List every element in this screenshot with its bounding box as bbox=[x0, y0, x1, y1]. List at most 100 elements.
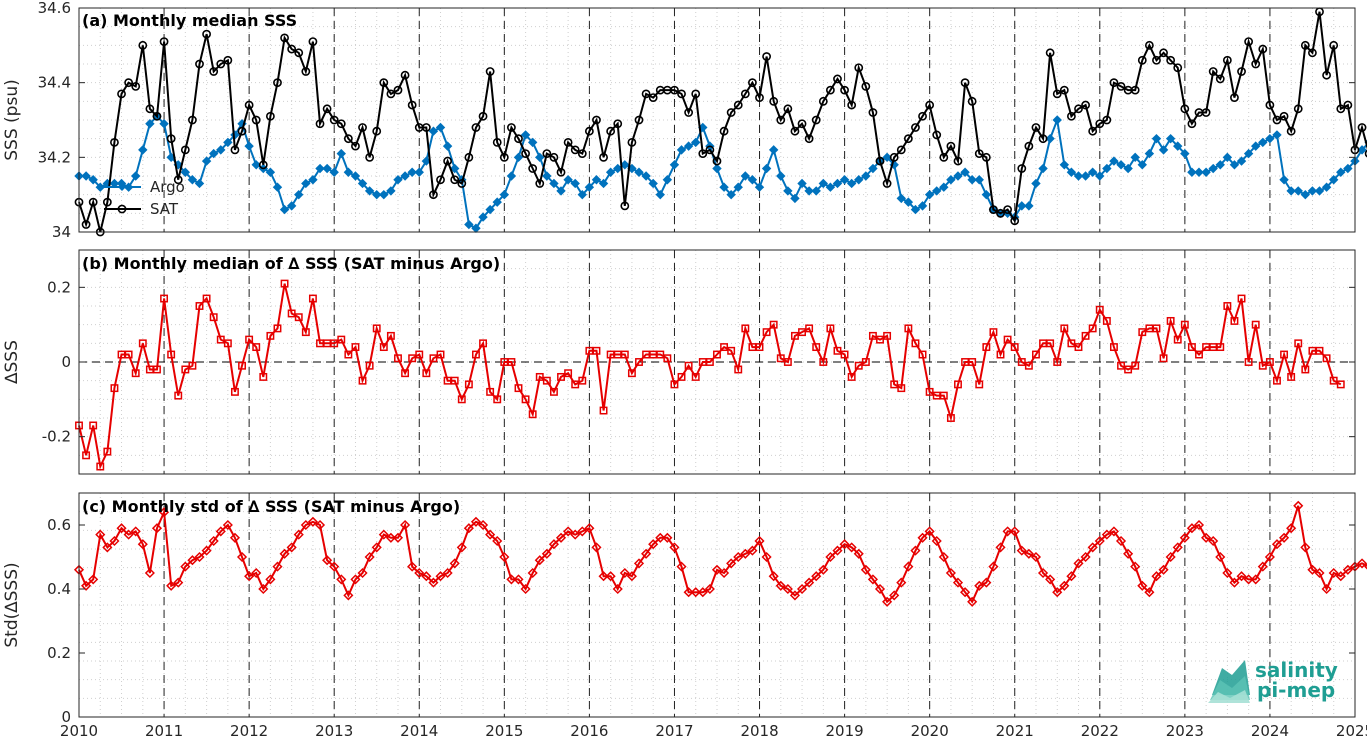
data-point bbox=[1053, 358, 1062, 366]
data-point bbox=[577, 189, 587, 200]
data-point bbox=[740, 548, 751, 559]
data-point bbox=[1216, 343, 1225, 352]
data-point bbox=[733, 551, 744, 563]
data-point bbox=[839, 539, 850, 550]
data-point bbox=[308, 175, 318, 185]
data-point bbox=[648, 539, 659, 550]
data-point bbox=[727, 346, 736, 355]
data-point bbox=[293, 529, 304, 540]
data-point bbox=[818, 96, 828, 106]
data-point bbox=[542, 376, 551, 385]
data-point bbox=[711, 564, 723, 575]
data-point bbox=[860, 564, 871, 575]
data-point bbox=[988, 561, 999, 572]
data-point bbox=[301, 178, 311, 189]
data-point bbox=[662, 532, 673, 543]
y-tick-label: 0.2 bbox=[47, 644, 71, 662]
data-point bbox=[1144, 587, 1155, 598]
data-point bbox=[584, 182, 595, 192]
x-tick-label: 2018 bbox=[740, 722, 778, 740]
panel-c-y-ticks: 0 0.2 0.4 0.6 bbox=[47, 516, 1355, 726]
data-point bbox=[1243, 148, 1254, 159]
data-point bbox=[1208, 535, 1219, 547]
data-point bbox=[995, 542, 1006, 553]
data-point bbox=[1180, 148, 1190, 159]
data-point bbox=[1144, 148, 1155, 159]
data-point bbox=[1321, 182, 1332, 192]
data-point bbox=[188, 361, 197, 370]
data-point bbox=[294, 189, 304, 200]
data-point bbox=[429, 190, 438, 200]
data-point bbox=[804, 134, 814, 144]
data-point bbox=[1031, 123, 1041, 132]
data-point bbox=[1222, 567, 1233, 579]
data-point bbox=[1342, 564, 1353, 575]
data-point bbox=[123, 529, 134, 540]
data-point bbox=[1237, 67, 1246, 76]
data-point bbox=[620, 350, 629, 359]
data-point bbox=[783, 186, 793, 196]
data-point bbox=[521, 395, 530, 404]
data-point bbox=[655, 532, 666, 543]
data-point bbox=[598, 571, 609, 582]
data-point bbox=[1116, 82, 1126, 91]
data-point bbox=[1222, 152, 1233, 163]
data-point bbox=[151, 523, 163, 534]
data-point bbox=[308, 37, 318, 46]
data-point bbox=[88, 175, 98, 185]
data-point bbox=[570, 145, 580, 155]
data-point bbox=[81, 171, 91, 181]
data-point bbox=[152, 111, 162, 121]
data-point bbox=[1215, 74, 1225, 84]
data-point bbox=[690, 587, 701, 598]
data-point bbox=[896, 577, 907, 588]
data-point bbox=[470, 516, 482, 527]
data-point bbox=[386, 89, 396, 99]
data-point bbox=[89, 421, 98, 430]
data-point bbox=[1095, 305, 1104, 314]
data-point bbox=[605, 167, 616, 177]
panel-a-series bbox=[74, 7, 1367, 237]
data-point bbox=[1165, 133, 1176, 144]
data-point bbox=[442, 141, 453, 151]
data-point bbox=[166, 134, 176, 144]
data-point bbox=[279, 548, 290, 559]
data-point bbox=[464, 152, 474, 162]
data-point bbox=[364, 551, 375, 563]
data-point bbox=[606, 126, 616, 136]
data-point bbox=[1067, 111, 1076, 121]
data-point bbox=[945, 567, 956, 579]
y-tick-label: 34 bbox=[52, 223, 71, 241]
data-point bbox=[301, 328, 310, 337]
data-point bbox=[1088, 324, 1097, 333]
data-point bbox=[1229, 577, 1240, 588]
data-point bbox=[379, 343, 388, 352]
data-point bbox=[974, 175, 984, 185]
data-point bbox=[392, 532, 404, 543]
data-point bbox=[911, 339, 920, 348]
data-point bbox=[174, 391, 183, 400]
data-point bbox=[188, 115, 197, 125]
data-point bbox=[1088, 126, 1098, 136]
data-point bbox=[131, 171, 141, 181]
data-point bbox=[663, 354, 672, 363]
data-point bbox=[776, 171, 786, 181]
panel-c-x-ticks: 2010 2011 2012 2013 2014 2015 2016 2017 2018 2019… bbox=[60, 722, 1367, 740]
data-point bbox=[1151, 571, 1162, 582]
panel-c-series bbox=[73, 500, 1367, 607]
data-point bbox=[952, 577, 964, 588]
data-point bbox=[747, 175, 758, 185]
data-point bbox=[1208, 67, 1218, 76]
data-point bbox=[1328, 175, 1339, 185]
data-point bbox=[563, 137, 573, 147]
data-point bbox=[485, 204, 495, 215]
data-point bbox=[272, 561, 283, 572]
data-point bbox=[1301, 365, 1310, 374]
logo-wave-icon bbox=[1208, 660, 1250, 703]
data-point bbox=[989, 328, 998, 337]
data-point bbox=[967, 596, 978, 607]
data-point bbox=[570, 178, 580, 189]
data-point bbox=[931, 535, 942, 547]
data-point bbox=[1180, 320, 1189, 329]
data-point bbox=[286, 201, 297, 211]
